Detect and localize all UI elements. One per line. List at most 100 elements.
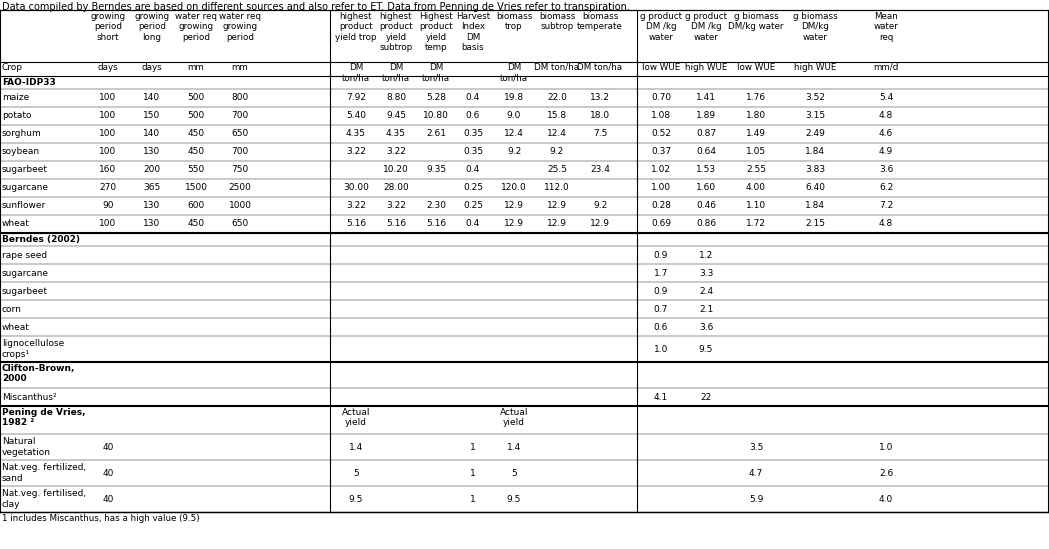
Text: 1.41: 1.41 bbox=[695, 93, 716, 103]
Text: water req
growing
period: water req growing period bbox=[175, 12, 217, 42]
Text: 100: 100 bbox=[100, 130, 116, 138]
Text: highest
product
yield trop: highest product yield trop bbox=[336, 12, 377, 42]
Text: corn: corn bbox=[2, 305, 22, 313]
Text: 3.6: 3.6 bbox=[879, 165, 893, 175]
Text: 3.15: 3.15 bbox=[805, 111, 826, 120]
Text: 12.9: 12.9 bbox=[547, 201, 568, 210]
Text: 365: 365 bbox=[144, 183, 160, 193]
Text: mm: mm bbox=[232, 63, 249, 72]
Text: 0.69: 0.69 bbox=[651, 220, 671, 228]
Text: 25.5: 25.5 bbox=[547, 165, 568, 175]
Text: 2500: 2500 bbox=[229, 183, 252, 193]
Text: 12.4: 12.4 bbox=[505, 130, 523, 138]
Text: 9.0: 9.0 bbox=[507, 111, 521, 120]
Text: 9.5: 9.5 bbox=[507, 495, 521, 503]
Text: 23.4: 23.4 bbox=[590, 165, 609, 175]
Text: Natural
vegetation: Natural vegetation bbox=[2, 438, 51, 457]
Text: 0.70: 0.70 bbox=[651, 93, 671, 103]
Text: 2.55: 2.55 bbox=[746, 165, 766, 175]
Text: 2.49: 2.49 bbox=[805, 130, 825, 138]
Text: Berndes (2002): Berndes (2002) bbox=[2, 235, 80, 244]
Text: Nat.veg. fertilized,
sand: Nat.veg. fertilized, sand bbox=[2, 463, 86, 483]
Text: 500: 500 bbox=[188, 111, 205, 120]
Text: 1.00: 1.00 bbox=[651, 183, 671, 193]
Text: 1.53: 1.53 bbox=[695, 165, 716, 175]
Text: 18.0: 18.0 bbox=[590, 111, 611, 120]
Text: 1.84: 1.84 bbox=[805, 148, 825, 156]
Text: 2.15: 2.15 bbox=[805, 220, 825, 228]
Text: Mean
water
req: Mean water req bbox=[874, 12, 898, 42]
Text: 3.22: 3.22 bbox=[346, 148, 366, 156]
Text: mm: mm bbox=[188, 63, 205, 72]
Text: 3.22: 3.22 bbox=[346, 201, 366, 210]
Text: 160: 160 bbox=[100, 165, 116, 175]
Text: 1.84: 1.84 bbox=[805, 201, 825, 210]
Text: growing
period
long: growing period long bbox=[134, 12, 170, 42]
Text: 0.35: 0.35 bbox=[463, 148, 483, 156]
Text: 150: 150 bbox=[144, 111, 160, 120]
Text: 140: 140 bbox=[144, 130, 160, 138]
Text: 4.7: 4.7 bbox=[749, 468, 763, 478]
Text: 0.7: 0.7 bbox=[654, 305, 668, 313]
Text: growing
period
short: growing period short bbox=[90, 12, 126, 42]
Text: 9.2: 9.2 bbox=[507, 148, 521, 156]
Text: 130: 130 bbox=[144, 201, 160, 210]
Text: 700: 700 bbox=[232, 111, 249, 120]
Text: 8.80: 8.80 bbox=[386, 93, 406, 103]
Text: 90: 90 bbox=[102, 201, 113, 210]
Text: 4.8: 4.8 bbox=[879, 111, 893, 120]
Text: 2.6: 2.6 bbox=[879, 468, 893, 478]
Text: DM ton/ha: DM ton/ha bbox=[577, 63, 622, 72]
Text: biomass
temperate: biomass temperate bbox=[577, 12, 623, 31]
Text: 12.9: 12.9 bbox=[504, 201, 524, 210]
Text: Highest
product
yield
temp: Highest product yield temp bbox=[420, 12, 453, 52]
Text: 5.28: 5.28 bbox=[426, 93, 446, 103]
Text: 100: 100 bbox=[100, 111, 116, 120]
Text: 0.46: 0.46 bbox=[695, 201, 716, 210]
Text: 28.00: 28.00 bbox=[383, 183, 409, 193]
Text: highest
product
yield
subtrop: highest product yield subtrop bbox=[379, 12, 413, 52]
Text: 1000: 1000 bbox=[229, 201, 252, 210]
Text: DM
ton/ha: DM ton/ha bbox=[422, 63, 450, 82]
Text: 750: 750 bbox=[232, 165, 249, 175]
Text: 13.2: 13.2 bbox=[590, 93, 611, 103]
Text: 1.89: 1.89 bbox=[695, 111, 716, 120]
Text: 4.00: 4.00 bbox=[746, 183, 766, 193]
Text: Actual
yield: Actual yield bbox=[342, 408, 370, 428]
Text: 4.8: 4.8 bbox=[879, 220, 893, 228]
Text: 130: 130 bbox=[144, 148, 160, 156]
Text: g biomass
DM/kg
water: g biomass DM/kg water bbox=[793, 12, 837, 42]
Text: 3.6: 3.6 bbox=[699, 322, 713, 332]
Text: 1.60: 1.60 bbox=[695, 183, 716, 193]
Text: 2.1: 2.1 bbox=[699, 305, 713, 313]
Text: 4.35: 4.35 bbox=[386, 130, 406, 138]
Text: 12.4: 12.4 bbox=[548, 130, 566, 138]
Text: 0.9: 0.9 bbox=[654, 250, 668, 260]
Text: 22: 22 bbox=[701, 393, 711, 401]
Text: 130: 130 bbox=[144, 220, 160, 228]
Text: 10.20: 10.20 bbox=[383, 165, 409, 175]
Text: soybean: soybean bbox=[2, 148, 40, 156]
Text: 1.76: 1.76 bbox=[746, 93, 766, 103]
Text: 112.0: 112.0 bbox=[544, 183, 570, 193]
Text: g biomass
DM/kg water: g biomass DM/kg water bbox=[728, 12, 784, 31]
Text: 1.4: 1.4 bbox=[349, 442, 363, 451]
Text: 650: 650 bbox=[232, 220, 249, 228]
Text: 4.6: 4.6 bbox=[879, 130, 893, 138]
Text: Harvest
Index
DM
basis: Harvest Index DM basis bbox=[456, 12, 490, 52]
Text: 1.72: 1.72 bbox=[746, 220, 766, 228]
Text: Nat.veg. fertilised,
clay: Nat.veg. fertilised, clay bbox=[2, 489, 86, 509]
Text: biomass
subtrop: biomass subtrop bbox=[539, 12, 575, 31]
Text: 10.80: 10.80 bbox=[423, 111, 449, 120]
Text: 1.08: 1.08 bbox=[651, 111, 671, 120]
Text: sugarcane: sugarcane bbox=[2, 268, 49, 277]
Text: g product
DM /kg
water: g product DM /kg water bbox=[640, 12, 682, 42]
Text: 5: 5 bbox=[354, 468, 359, 478]
Text: maize: maize bbox=[2, 93, 29, 103]
Text: 3.3: 3.3 bbox=[699, 268, 713, 277]
Text: sunflower: sunflower bbox=[2, 201, 46, 210]
Text: 4.0: 4.0 bbox=[879, 495, 893, 503]
Text: 1.4: 1.4 bbox=[507, 442, 521, 451]
Text: 1.02: 1.02 bbox=[651, 165, 671, 175]
Text: 200: 200 bbox=[144, 165, 160, 175]
